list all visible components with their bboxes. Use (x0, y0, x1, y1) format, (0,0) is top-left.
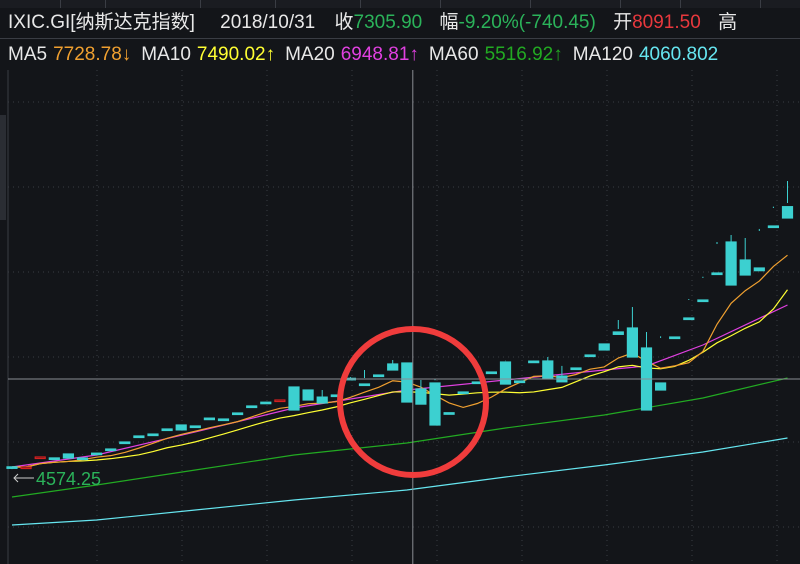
candle-down (485, 371, 497, 375)
ma-item-ma20: MA20 6948.81↑ (285, 39, 419, 71)
candle-down (570, 367, 582, 371)
candle-down (358, 383, 371, 387)
candle-down (217, 418, 230, 422)
candle-down (105, 448, 117, 452)
ma-item-ma5: MA5 7728.78↓ (8, 39, 131, 71)
candle-down (161, 428, 173, 432)
candle-down (697, 299, 709, 303)
candle-up (274, 399, 286, 403)
tab[interactable] (380, 0, 441, 8)
candle-down (48, 457, 60, 461)
candle-down (739, 259, 751, 276)
candle-down (584, 354, 596, 358)
candle-down (711, 272, 723, 276)
tab[interactable] (700, 0, 761, 8)
candle-down (175, 424, 187, 431)
candle-down (781, 206, 794, 219)
ma-item-ma60: MA60 5516.92↑ (429, 39, 563, 71)
candle-down (260, 401, 272, 405)
low-marker-arrow-icon (13, 473, 34, 483)
candle-down (542, 360, 554, 380)
candle-down (189, 425, 201, 429)
candle-down (499, 361, 512, 385)
ma-value: 7728.78↓ (53, 44, 132, 65)
change-label: 幅 (439, 12, 459, 33)
ma-label: MA20 (285, 44, 335, 65)
tab[interactable] (0, 0, 61, 8)
close-value: 7305.90 (353, 12, 423, 33)
candle-down (429, 382, 441, 426)
ma-value: 5516.92↑ (484, 44, 563, 65)
candle-down (288, 386, 300, 411)
tab[interactable] (560, 0, 621, 8)
candle-down (373, 374, 385, 378)
candle-up (34, 456, 46, 460)
candle-down (76, 457, 89, 461)
ma-item-ma10: MA10 7490.02↑ (141, 39, 275, 71)
candle-down (443, 412, 455, 415)
quote-date: 2018/10/31 (220, 12, 316, 33)
candle-down (598, 343, 610, 351)
ma-line-ma20 (11, 304, 788, 468)
candle-down (401, 362, 413, 403)
change-value: -9.20%(-740.45) (458, 12, 596, 33)
candle-down (246, 405, 258, 409)
candle-down (6, 466, 18, 469)
left-scroll-indicator (0, 115, 6, 220)
candle-down (612, 331, 624, 335)
candle-down (203, 417, 215, 421)
candle-down (147, 433, 159, 437)
candle-down (316, 396, 328, 404)
tab[interactable] (300, 0, 361, 8)
ma-value: 7490.02↑ (196, 44, 276, 65)
tab[interactable] (760, 0, 800, 8)
candle-down (513, 380, 526, 384)
ma-line-ma120 (11, 437, 788, 526)
tab[interactable] (215, 0, 276, 8)
ma-label: MA5 (8, 44, 48, 65)
candlestick-chart[interactable]: 4574.25 (0, 70, 800, 564)
ma-label: MA10 (141, 44, 191, 65)
tab[interactable] (620, 0, 681, 8)
ma-label: MA120 (572, 44, 633, 65)
moving-average-bar: MA5 7728.78↓ MA10 7490.02↑ MA20 6948.81↑ MA60 5… (0, 39, 800, 69)
candle-down (654, 382, 667, 391)
candle-down (626, 327, 639, 358)
candle-down (753, 267, 765, 272)
low-marker-label: 4574.25 (36, 469, 101, 489)
tab[interactable] (470, 0, 531, 8)
ma-line-ma5 (12, 254, 788, 468)
ma-value: 6948.81↑ (340, 44, 419, 65)
ma-line-ma60 (11, 377, 788, 498)
candle-down (767, 225, 780, 229)
candle-down (725, 241, 737, 286)
candle-down (302, 389, 314, 401)
candle-down (90, 452, 103, 456)
quote-info-bar: IXIC.GI[纳斯达克指数] 2018/10/31 收7305.90 幅-9.… (0, 8, 800, 39)
ma-item-ma120: MA120 4060.802 (573, 39, 718, 71)
candle-down (683, 317, 695, 321)
candle-down (415, 388, 427, 405)
candle-up (20, 466, 32, 470)
ma-line-ma10 (12, 289, 788, 468)
candle-down (133, 435, 145, 439)
annotation-circle (337, 326, 489, 478)
open-value: 8091.50 (632, 12, 701, 33)
candle-down (119, 441, 131, 445)
candle-down (457, 391, 469, 395)
candle-down (669, 336, 681, 340)
tab[interactable] (140, 0, 201, 8)
candle-down (232, 412, 244, 416)
high-label: 高 (718, 12, 738, 33)
ma-value: 4060.802 (638, 44, 719, 65)
ma-label: MA60 (428, 44, 479, 65)
candle-down (387, 363, 399, 371)
tab[interactable] (45, 0, 106, 8)
open-label: 开 (613, 12, 633, 33)
top-tab-strip[interactable] (0, 0, 800, 8)
symbol-name: IXIC.GI[纳斯达克指数] (8, 12, 195, 33)
candle-down (62, 453, 75, 459)
close-label: 收 (334, 12, 354, 33)
candle-down (528, 360, 540, 364)
